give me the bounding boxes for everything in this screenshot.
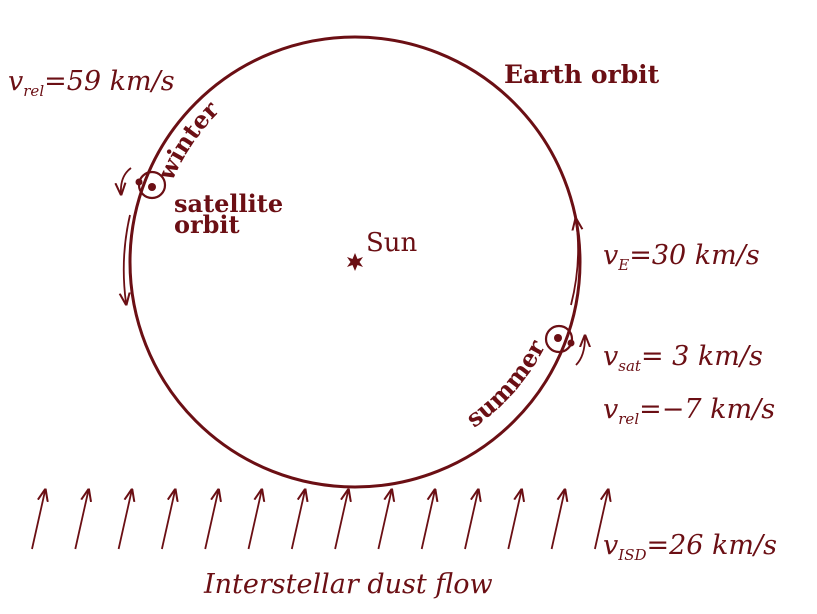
winter-motion-arrow-long <box>124 214 131 303</box>
dust-flow-arrow-icon <box>464 491 478 550</box>
earth-orbit-circle <box>128 35 582 489</box>
dust-flow-arrow-icon <box>377 491 391 550</box>
dust-flow-arrow-icon <box>161 491 175 550</box>
dust-flow-arrow-icon <box>31 491 45 550</box>
dust-flow-arrow-icon <box>420 491 435 550</box>
summer-vrel-label: vrel=−7 km/s <box>603 394 775 428</box>
satellite-winter-icon <box>135 170 167 200</box>
dust-flow-arrow-icon <box>550 491 565 550</box>
dust-flow-arrow-icon <box>117 491 132 550</box>
dust-flow-arrow-icon <box>204 491 218 550</box>
dust-flow-arrow-icon <box>507 491 521 550</box>
dust-flow-arrow-icon <box>594 491 608 550</box>
dust-flow-arrows <box>31 491 608 550</box>
interstellar-flow-label: Interstellar dust flow <box>203 569 493 600</box>
dust-flow-arrow-icon <box>247 491 262 550</box>
summer-motion-arrow-small <box>575 337 585 366</box>
winter-label: winter <box>151 95 225 186</box>
winter-motion-arrow-small <box>121 167 132 193</box>
satellite-orbit-label-line2: orbit <box>174 210 240 239</box>
dust-flow-arrow-icon <box>334 491 348 550</box>
satellite-orbit-label-line1: satellite <box>174 189 283 218</box>
isd-velocity-label: vISD=26 km/s <box>603 530 777 564</box>
satellite-summer-icon <box>544 324 575 354</box>
earth-velocity-arrow <box>570 220 578 306</box>
dust-flow-arrow-icon <box>290 491 305 550</box>
earth-orbit-label: Earth orbit <box>504 60 660 89</box>
dust-flow-arrow-icon <box>74 491 88 550</box>
earth-velocity-label: vE=30 km/s <box>603 240 760 274</box>
sun-label: Sun <box>366 228 418 258</box>
sun-icon <box>347 253 363 271</box>
winter-vrel-label: vrel=59 km/s <box>8 66 175 100</box>
summer-label: summer <box>460 335 551 433</box>
sat-velocity-label: vsat= 3 km/s <box>603 341 763 375</box>
